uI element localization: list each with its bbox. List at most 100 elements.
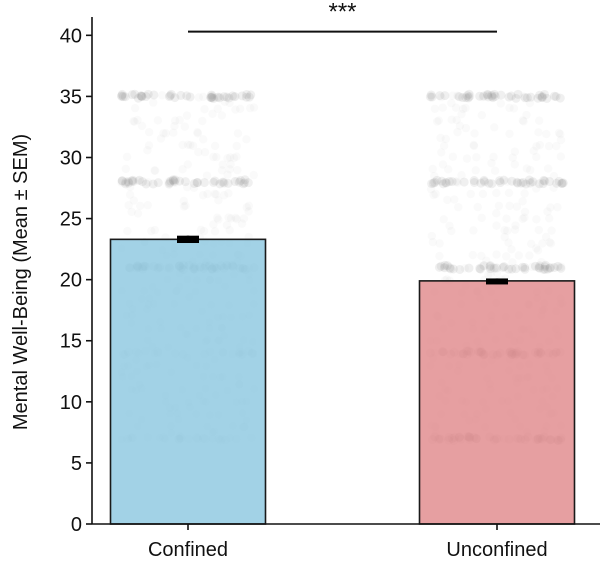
data-point — [458, 93, 468, 103]
data-point — [457, 109, 466, 119]
data-point — [225, 225, 234, 235]
data-point — [488, 93, 498, 103]
data-point — [436, 261, 446, 271]
data-point — [534, 262, 544, 272]
data-point — [512, 177, 522, 187]
data-point — [188, 141, 198, 151]
data-point — [479, 91, 489, 101]
data-point — [492, 188, 501, 198]
data-point — [471, 166, 480, 175]
data-point — [428, 237, 438, 247]
data-point — [438, 179, 448, 189]
data-point — [525, 251, 534, 260]
data-point — [183, 140, 193, 149]
data-point — [168, 176, 178, 186]
data-point — [182, 91, 192, 101]
data-point — [137, 91, 147, 101]
data-point — [496, 90, 506, 100]
data-point — [180, 177, 190, 187]
data-point — [483, 89, 493, 99]
error-bars-layer — [177, 235, 508, 285]
data-point — [537, 258, 546, 267]
data-point — [540, 264, 550, 274]
data-point — [186, 140, 195, 150]
data-point — [543, 264, 553, 274]
data-point — [484, 270, 493, 279]
data-point — [430, 171, 439, 181]
data-point — [499, 262, 509, 272]
data-point — [428, 164, 437, 174]
data-point — [182, 111, 192, 120]
data-point — [494, 201, 504, 211]
data-point — [522, 93, 532, 103]
data-point — [209, 177, 219, 187]
data-point — [426, 184, 436, 194]
data-point — [200, 104, 209, 114]
data-point — [543, 207, 552, 216]
data-point — [210, 189, 219, 199]
error-bar-cap-unconfined — [486, 278, 508, 285]
data-point — [183, 182, 192, 192]
data-point — [223, 170, 232, 179]
data-point — [427, 92, 437, 102]
data-point — [541, 232, 551, 242]
data-point — [148, 179, 158, 189]
data-point — [464, 89, 474, 99]
y-tick-label: 30 — [60, 147, 82, 169]
data-point — [150, 225, 159, 235]
data-point — [166, 89, 176, 99]
data-point — [450, 195, 459, 204]
data-point — [232, 141, 241, 151]
data-point — [556, 130, 565, 139]
data-point — [206, 90, 216, 100]
data-point — [159, 129, 168, 138]
data-point — [505, 103, 514, 113]
data-point — [500, 226, 509, 235]
data-point — [137, 177, 147, 187]
y-tick-label: 15 — [60, 331, 82, 353]
data-point — [490, 166, 500, 175]
data-point — [489, 152, 498, 162]
data-point — [439, 141, 449, 151]
data-point — [427, 179, 437, 189]
data-point — [117, 91, 127, 101]
data-point — [211, 190, 221, 199]
data-point — [219, 191, 229, 200]
data-point — [556, 152, 566, 161]
data-point — [461, 93, 471, 103]
data-point — [537, 93, 547, 103]
data-point — [229, 92, 239, 102]
data-point — [506, 91, 516, 101]
data-point — [545, 263, 555, 273]
data-point — [175, 176, 185, 186]
data-point — [477, 213, 486, 223]
data-point — [489, 263, 499, 273]
data-point — [455, 121, 465, 130]
data-point — [242, 135, 251, 144]
data-point — [170, 121, 179, 131]
data-point — [192, 178, 202, 188]
data-point — [556, 263, 566, 273]
data-point — [461, 103, 470, 113]
data-point — [508, 258, 517, 267]
data-point — [448, 91, 457, 100]
data-point — [446, 264, 456, 274]
data-point — [432, 117, 442, 126]
data-point — [533, 246, 543, 255]
data-point — [178, 165, 187, 174]
data-point — [542, 129, 551, 139]
data-point — [535, 90, 545, 100]
data-point — [218, 160, 227, 169]
data-point — [137, 121, 147, 131]
data-point — [206, 92, 216, 102]
data-point — [510, 225, 520, 234]
data-point — [538, 239, 547, 248]
data-point — [478, 93, 487, 102]
bar-confined — [109, 238, 267, 525]
data-point — [246, 90, 256, 100]
data-point — [557, 262, 566, 271]
data-point — [447, 177, 457, 187]
data-point — [198, 135, 208, 144]
data-point — [210, 141, 220, 151]
data-point — [225, 98, 234, 108]
